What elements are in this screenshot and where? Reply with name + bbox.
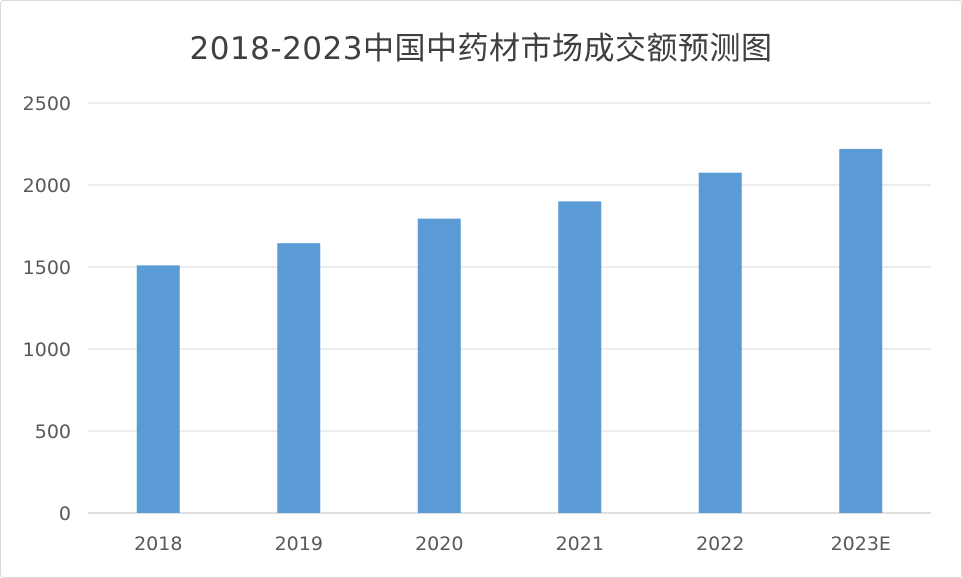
x-tick-label: 2022 [696,533,744,555]
bar-2021 [558,201,602,513]
y-axis-ticks: 0 500 1000 1500 2000 2500 [23,93,71,525]
bar-2022 [698,172,742,513]
x-tick-label: 2020 [415,533,463,555]
bar-2019 [277,243,321,513]
y-tick-label: 500 [35,421,71,443]
gridlines [88,102,931,514]
x-tick-label: 2023E [831,533,891,555]
y-tick-label: 0 [59,503,71,525]
y-tick-label: 2500 [23,93,71,115]
y-tick-label: 2000 [23,175,71,197]
y-tick-label: 1500 [23,257,71,279]
bar-2020 [417,218,461,513]
x-axis-ticks: 2018 2019 2020 2021 2022 2023E [134,533,891,555]
x-tick-label: 2021 [556,533,604,555]
y-tick-label: 1000 [23,339,71,361]
bar-2018 [136,265,180,513]
bar-2023E [839,148,883,514]
x-tick-label: 2019 [275,533,323,555]
chart-title: 2018-2023中国中药材市场成交额预测图 [189,31,773,67]
bars [136,148,883,514]
x-tick-label: 2018 [134,533,182,555]
